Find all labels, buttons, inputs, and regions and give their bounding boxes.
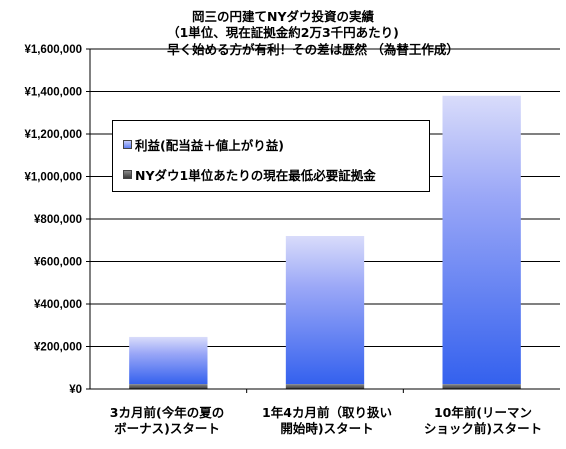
y-tick-label: ¥1,400,000 <box>24 87 82 99</box>
y-tick-label: ¥400,000 <box>34 299 82 311</box>
bar-profit <box>129 336 208 385</box>
category-label-3-months: 3カ月前(今年の夏の ボーナス)スタート <box>88 405 246 437</box>
y-tick-label: ¥1,000,000 <box>24 172 82 184</box>
bar-profit <box>442 95 521 385</box>
legend-swatch-margin <box>123 170 132 179</box>
y-tick-label: ¥800,000 <box>34 214 82 226</box>
bar-margin <box>442 384 521 389</box>
legend-label-margin: NYダウ1単位あたりの現在最低必要証拠金 <box>135 168 376 183</box>
legend-label-profit: 利益(配当益＋値上がり益) <box>135 138 284 153</box>
category-label-16-months-line-2: 開始時)スタート <box>280 421 374 436</box>
y-tick-label: ¥200,000 <box>34 342 82 354</box>
chart-title-line-2: （1単位、現在証拠金約2万3千円あたり) <box>167 25 399 40</box>
chart-title-line-1: 岡三の円建てNYダウ投資の実績 <box>191 9 374 24</box>
y-tick-label: ¥600,000 <box>34 257 82 269</box>
legend-swatch-profit <box>123 140 132 149</box>
y-tick-label: ¥1,600,000 <box>24 44 82 56</box>
bar-margin <box>129 384 208 389</box>
category-label-3-months-line-1: 3カ月前(今年の夏の <box>109 405 225 420</box>
legend: 利益(配当益＋値上がり益) NYダウ1単位あたりの現在最低必要証拠金 <box>112 120 430 192</box>
y-tick-label: ¥0 <box>69 384 82 396</box>
bar-profit <box>285 236 365 385</box>
legend-item-margin: NYダウ1単位あたりの現在最低必要証拠金 <box>123 165 376 183</box>
category-label-16-months: 1年4カ月前（取り扱い 開始時)スタート <box>244 405 410 437</box>
bar-margin <box>285 384 365 389</box>
category-label-10-years-line-2: ショック前)スタート <box>423 421 543 436</box>
category-label-3-months-line-2: ボーナス)スタート <box>114 421 220 436</box>
y-tick-label: ¥1,200,000 <box>24 129 82 141</box>
legend-item-profit: 利益(配当益＋値上がり益) <box>123 135 284 153</box>
category-label-16-months-line-1: 1年4カ月前（取り扱い <box>262 405 392 420</box>
category-label-10-years-line-1: 10年前(リーマン <box>433 405 533 420</box>
category-label-10-years: 10年前(リーマン ショック前)スタート <box>404 405 562 437</box>
